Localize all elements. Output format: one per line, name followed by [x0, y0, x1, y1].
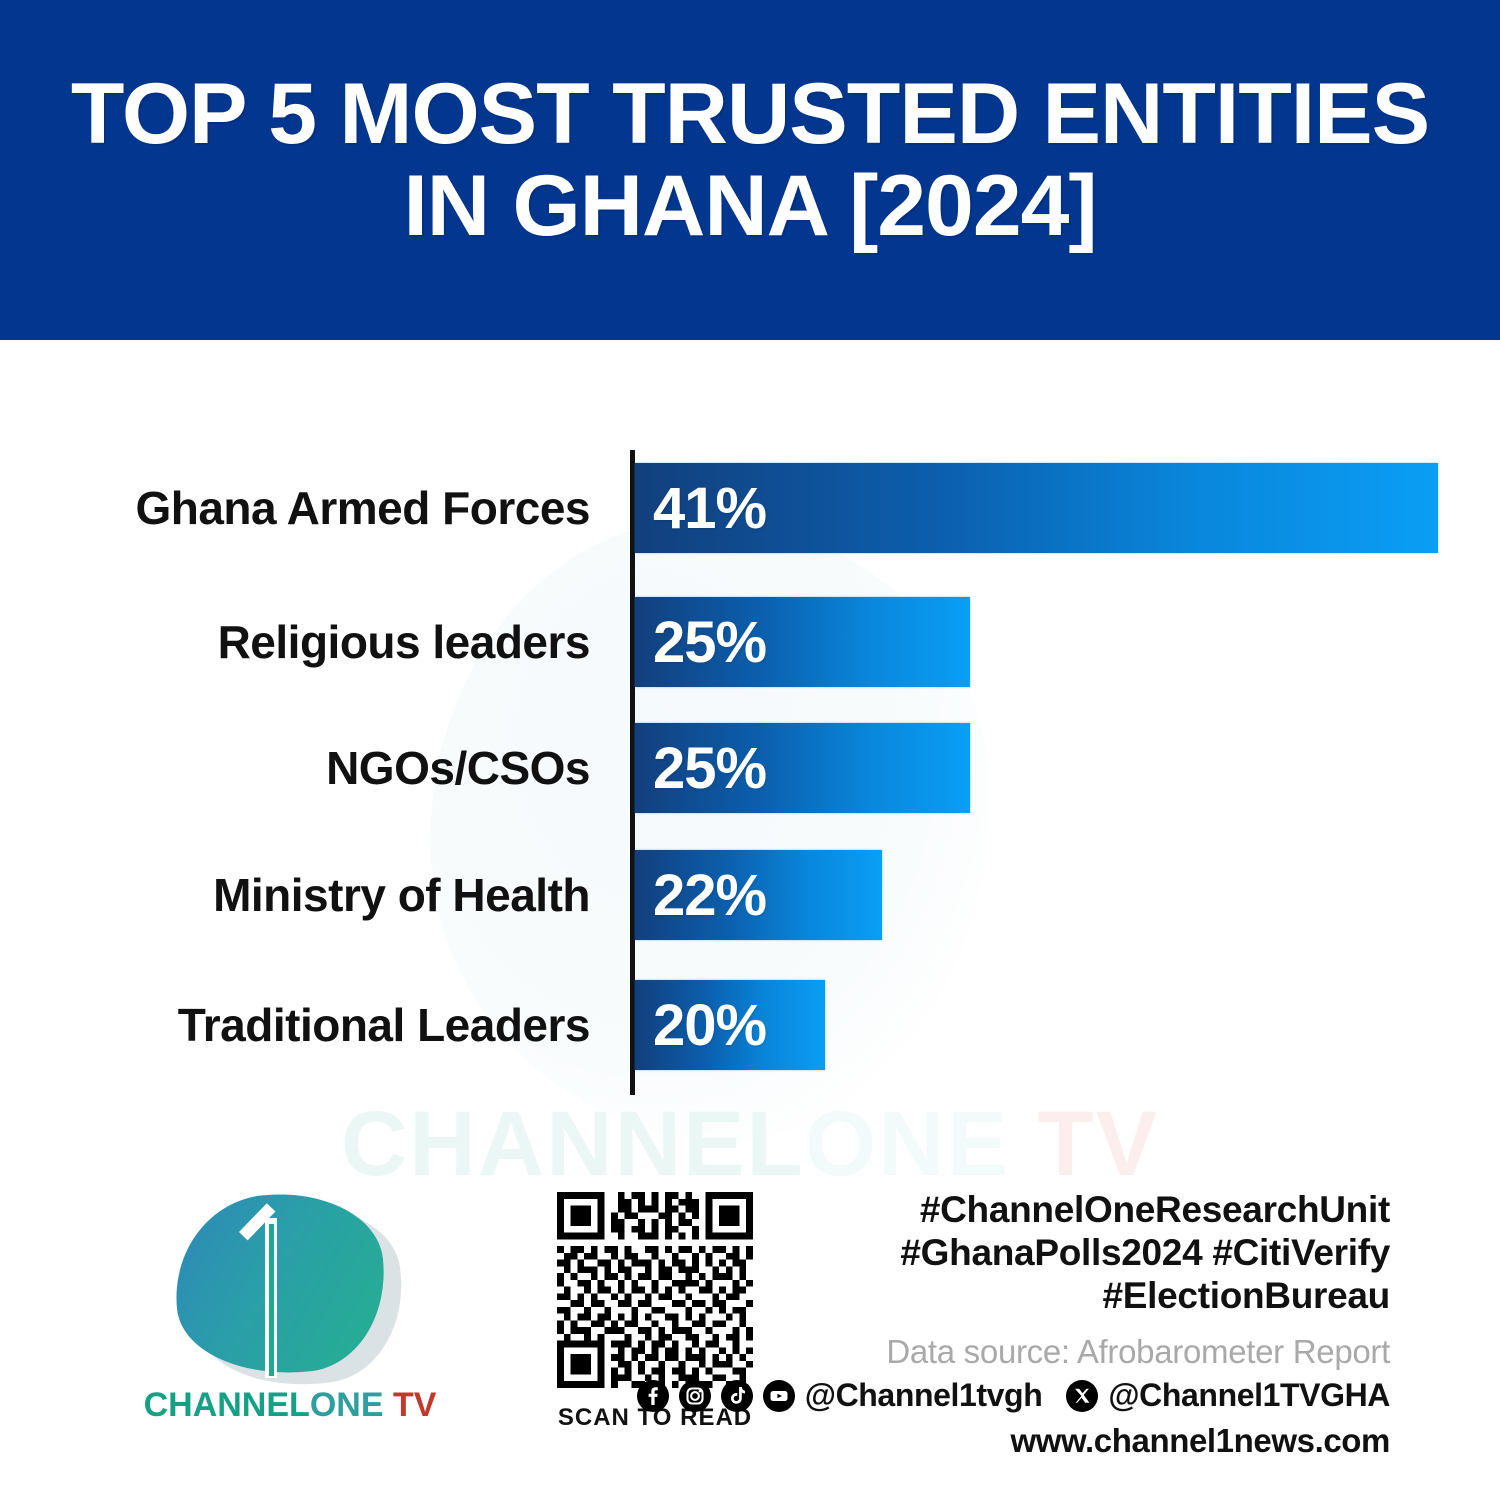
bar-chart: Ghana Armed Forces 41% Religious leaders…	[0, 340, 1500, 1100]
bar-value-label: 20%	[653, 992, 767, 1058]
website-url[interactable]: www.channel1news.com	[1010, 1422, 1390, 1459]
title-line-1: TOP 5 MOST TRUSTED ENTITIES	[70, 66, 1430, 162]
hashtag-line-3: #ElectionBureau	[1102, 1275, 1391, 1316]
facebook-icon[interactable]	[636, 1379, 669, 1412]
bar-ministry-of-health: 22%	[635, 850, 882, 940]
bar-traditional-leaders: 20%	[635, 980, 825, 1070]
bar-category-label: Ministry of Health	[213, 869, 590, 921]
hashtag-line-2: #GhanaPolls2024 #CitiVerify	[900, 1232, 1390, 1273]
data-source-text: Data source: Afrobarometer Report	[886, 1333, 1390, 1370]
bar-religious-leaders: 25%	[635, 597, 970, 687]
bar-category-label: Religious leaders	[217, 616, 591, 668]
footer: CHANNELONE TV	[0, 1170, 1500, 1500]
page-title: TOP 5 MOST TRUSTED ENTITIES IN GHANA [20…	[0, 66, 1500, 254]
youtube-icon[interactable]	[762, 1379, 795, 1412]
bar-category-label: Traditional Leaders	[177, 999, 591, 1051]
chart-axis-line	[630, 450, 635, 1095]
bar-category-label: NGOs/CSOs	[326, 742, 590, 794]
bar-value-label: 25%	[653, 735, 767, 801]
logo-word-one: ONE	[309, 1386, 384, 1424]
title-line-2: IN GHANA [2024]	[403, 158, 1097, 254]
qr-code-block[interactable]: SCAN TO READ	[545, 1192, 765, 1432]
handle-main[interactable]: @Channel1tvgh	[804, 1377, 1043, 1413]
bar-ngos-csos: 25%	[635, 723, 970, 813]
handle-x[interactable]: @Channel1TVGHA	[1108, 1377, 1390, 1413]
social-handles-row: @Channel1tvgh @Channel1TVGHA	[636, 1377, 1390, 1414]
chart-row: Traditional Leaders 20%	[0, 980, 1500, 1070]
logo-word-channel: CHANNEL	[143, 1386, 310, 1424]
x-twitter-icon[interactable]	[1066, 1379, 1099, 1412]
bar-value-label: 41%	[653, 475, 767, 541]
channelone-logo: CHANNELONE TV	[125, 1183, 455, 1440]
chart-row: NGOs/CSOs 25%	[0, 723, 1500, 813]
logo-numeral-one-stroke	[269, 1224, 274, 1376]
tiktok-icon[interactable]	[720, 1379, 753, 1412]
instagram-icon[interactable]	[678, 1379, 711, 1412]
bar-value-label: 22%	[653, 862, 767, 928]
logo-wordmark: CHANNELONE TV	[125, 1386, 455, 1425]
logo-numeral-one-icon	[239, 1218, 313, 1378]
bar-value-label: 25%	[653, 609, 767, 675]
header-banner: TOP 5 MOST TRUSTED ENTITIES IN GHANA [20…	[0, 0, 1500, 340]
chart-row: Religious leaders 25%	[0, 597, 1500, 687]
bar-category-label: Ghana Armed Forces	[135, 482, 590, 534]
qr-code-icon[interactable]	[557, 1192, 753, 1388]
bar-ghana-armed-forces: 41%	[635, 463, 1438, 553]
chart-row: Ministry of Health 22%	[0, 850, 1500, 940]
hashtags: #ChannelOneResearchUnit #GhanaPolls2024 …	[860, 1188, 1390, 1317]
info-block: #ChannelOneResearchUnit #GhanaPolls2024 …	[636, 1188, 1390, 1460]
logo-word-tv: TV	[383, 1386, 437, 1424]
chart-row: Ghana Armed Forces 41%	[0, 463, 1500, 553]
logo-mark-icon	[165, 1183, 415, 1400]
hashtag-line-1: #ChannelOneResearchUnit	[919, 1189, 1390, 1230]
